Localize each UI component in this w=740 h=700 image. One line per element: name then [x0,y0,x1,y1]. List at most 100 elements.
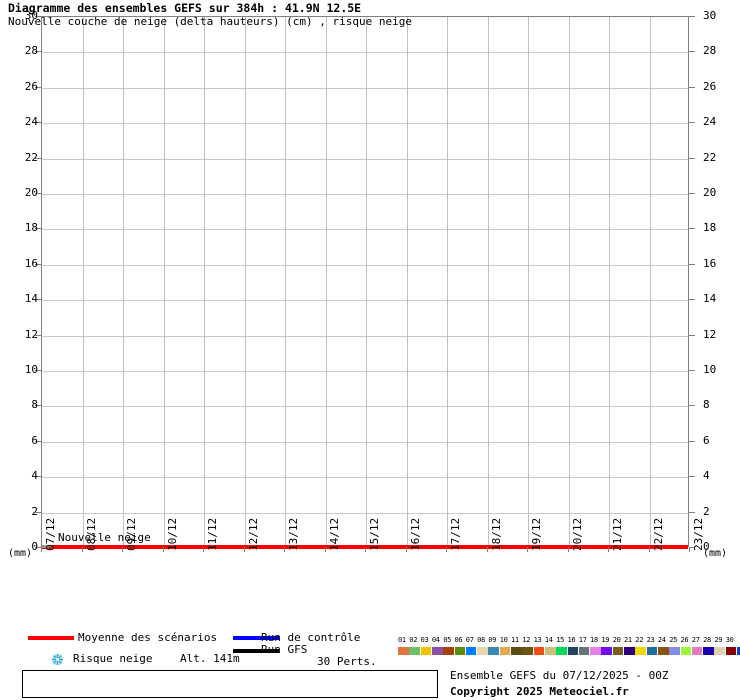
perturbation-number: 06 [454,636,463,644]
perturbation-swatch [725,647,737,655]
x-tick-mark [608,547,609,552]
perturbations-count-label: 30 Perts. [317,655,377,668]
y-tick-label-right: 2 [703,504,710,518]
y-tick-label-left: 30 [24,9,38,22]
chart-legend: Moyenne des scénarios Run de contrôle Ru… [0,628,740,676]
y-tick-mark [35,334,41,336]
y-tick-label-right: 16 [703,256,717,270]
perturbation-swatch [567,647,579,655]
perturbation-swatch [590,647,601,655]
gridline-horizontal [42,300,688,302]
perturbation-swatch [443,647,454,655]
x-tick-mark [486,547,488,552]
y-tick-label-right: 10 [703,363,717,376]
gridline-horizontal [42,335,688,337]
perturbation-swatch [669,647,680,655]
gridline-horizontal [42,441,688,443]
y-tick-mark [689,157,695,159]
y-tick-mark [689,51,695,53]
perturbation-swatch [703,647,714,655]
perturbation-swatch [454,647,466,655]
y-tick-label-left: 8 [31,398,38,412]
y-tick-mark [689,511,695,513]
y-tick-mark [35,476,41,478]
y-tick-mark [35,193,41,194]
x-tick-label: 19/12 [530,517,543,551]
chart-title-sub: Nouvelle couche de neige (delta hauteurs… [8,15,412,28]
series-annotation-nouvelle-neige: Nouvelle neige [58,531,151,544]
y-tick-label-right: 18 [703,221,717,235]
perturbation-number: 11 [511,636,519,644]
y-tick-label-left: 16 [24,256,38,270]
perturbation-number: 19 [601,636,610,644]
y-tick-mark [35,122,41,124]
y-tick-mark [35,405,41,407]
y-tick-mark [35,370,41,371]
x-tick-mark [41,547,42,552]
legend-swatch-mean [28,636,74,640]
x-tick-label: 10/12 [165,517,179,551]
x-tick-label: 11/12 [206,517,219,551]
perturbation-number: 02 [409,636,418,644]
gridline-vertical [487,17,489,546]
x-tick-mark [527,547,528,552]
y-tick-mark [689,476,695,478]
y-tick-mark [35,157,41,159]
gridline-vertical [82,17,84,546]
y-tick-label-left: 26 [24,79,38,93]
x-tick-label: 21/12 [611,517,624,551]
perturbation-number: 29 [714,636,723,644]
perturbation-swatch [522,647,533,655]
perturbation-number: 24 [657,636,666,644]
y-tick-label-left: 10 [24,363,38,376]
perturbation-number: 16 [567,636,576,644]
gridline-vertical [568,17,570,546]
x-tick-label: 09/12 [125,517,138,551]
y-tick-label-right: 22 [703,150,717,164]
y-tick-label-right: 26 [703,79,717,93]
x-tick-label: 07/12 [44,517,57,551]
x-tick-label: 13/12 [287,517,300,551]
perturbation-swatch [488,647,500,655]
perturbation-swatch [533,647,545,655]
perturbation-swatch [624,647,635,655]
y-tick-mark [689,299,695,301]
perturbation-number: 14 [544,636,553,644]
x-tick-label: 12/12 [246,517,260,551]
x-tick-label: 18/12 [489,517,503,551]
gridline-vertical [406,17,408,546]
perturbation-swatch [556,647,567,655]
gridline-horizontal [42,512,688,514]
y-tick-mark [689,334,695,336]
perturbation-number: 10 [499,636,508,644]
y-tick-label-right: 20 [703,186,717,199]
y-tick-mark [689,263,695,265]
gridline-horizontal [42,52,688,54]
perturbation-number: 05 [443,636,452,644]
y-tick-mark [689,547,695,548]
chart-plot-area [41,16,689,547]
y-tick-label-left: 20 [24,186,38,199]
x-tick-mark [284,547,285,552]
x-tick-mark [689,547,690,552]
gridline-vertical [366,17,367,546]
legend-swatch-gfs [233,649,279,653]
y-tick-mark [35,547,41,548]
y-tick-mark [689,122,695,124]
snowflake-icon [51,653,64,666]
gridline-horizontal [42,264,688,266]
perturbation-number: 17 [578,636,587,644]
gridline-vertical [204,17,205,546]
y-tick-mark [35,299,41,301]
gridline-horizontal [42,371,688,372]
perturbation-swatch [420,647,432,655]
gridline-vertical [528,17,529,546]
gridline-vertical [285,17,286,546]
x-tick-mark [446,547,447,552]
x-tick-mark [324,547,326,552]
y-tick-mark [689,16,695,17]
gridline-horizontal [42,87,688,89]
x-tick-mark [203,547,204,552]
y-tick-mark [35,16,41,17]
perturbation-swatch [680,647,692,655]
